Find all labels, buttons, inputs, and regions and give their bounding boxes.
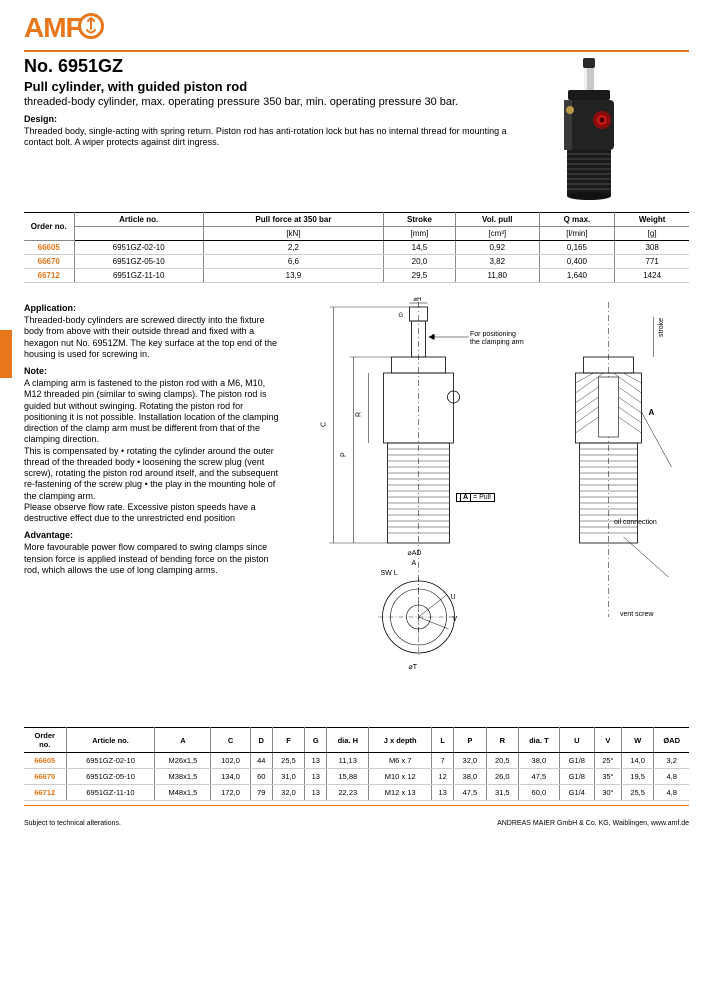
col-order: Order no. [24, 213, 74, 241]
table-row: 666056951GZ-02-10M26x1,5102,04425,51311,… [24, 753, 689, 769]
product-number: No. 6951GZ [24, 56, 519, 77]
product-subtitle: threaded-body cylinder, max. operating p… [24, 96, 519, 108]
brand-logo: AMF [24, 12, 689, 44]
dim-col: F [272, 728, 304, 753]
dim-col: V [594, 728, 621, 753]
footer-disclaimer: Subject to technical alterations. [24, 820, 121, 827]
table-row: 666706951GZ-05-106,620,03,820,400771 [24, 255, 689, 269]
stroke-axis-label: stroke [658, 318, 665, 337]
dim-col: dia. H [327, 728, 369, 753]
header-rule [24, 50, 689, 52]
col-weight: Weight [615, 213, 689, 227]
footer-rule [24, 805, 689, 806]
dim-col: C [211, 728, 250, 753]
svg-text:SW L: SW L [381, 570, 398, 577]
positioning-label: For positioning the clamping arm [470, 331, 524, 346]
product-image [529, 56, 649, 206]
dim-col: L [432, 728, 454, 753]
dim-col: U [559, 728, 594, 753]
table-row: 666056951GZ-02-102,214,50,920,165308 [24, 241, 689, 255]
table-row: 667126951GZ-11-1013,929,511,801,6401424 [24, 269, 689, 283]
svg-text:⌀H: ⌀H [414, 297, 422, 303]
dim-col: P [454, 728, 486, 753]
svg-text:R: R [356, 412, 363, 417]
svg-text:A: A [412, 560, 417, 567]
dim-col: Article no. [66, 728, 155, 753]
brand-emblem [78, 13, 104, 39]
col-article: Article no. [74, 213, 203, 227]
note-text: A clamping arm is fastened to the piston… [24, 378, 284, 524]
svg-text:A: A [649, 408, 655, 417]
application-label: Application: [24, 303, 284, 313]
svg-text:C: C [321, 422, 328, 427]
svg-text:⌀AD: ⌀AD [408, 550, 422, 557]
dim-col: ØAD [654, 728, 689, 753]
svg-text:V: V [453, 616, 458, 623]
oil-connection-label: oil connection [614, 519, 657, 527]
svg-text:G: G [399, 313, 404, 319]
col-qmax: Q max. [539, 213, 615, 227]
dim-col: R [486, 728, 518, 753]
dim-col: dia. T [519, 728, 560, 753]
pull-legend: AA = Pull= Pull [456, 493, 495, 502]
footer-brand: ANDREAS MAIER GmbH & Co. KG, Waiblingen,… [497, 820, 689, 827]
col-vol: Vol. pull [455, 213, 539, 227]
vent-screw-label: vent screw [620, 611, 653, 619]
design-label: Design: [24, 114, 519, 124]
dimensions-table: Order no.Article no.ACDFGdia. HJ x depth… [24, 727, 689, 801]
dim-col: G [305, 728, 327, 753]
product-title: Pull cylinder, with guided piston rod [24, 79, 519, 94]
side-tab [0, 330, 12, 378]
svg-text:P: P [341, 452, 348, 457]
dim-col: Order no. [24, 728, 66, 753]
svg-text:⌀T: ⌀T [409, 664, 418, 671]
note-label: Note: [24, 366, 284, 376]
design-text: Threaded body, single-acting with spring… [24, 126, 519, 149]
table-row: 666706951GZ-05-10M38x1,5134,06031,01315,… [24, 769, 689, 785]
svg-text:U: U [451, 594, 456, 601]
technical-drawing: C P R ⌀H G F [298, 297, 689, 717]
dim-col: A [155, 728, 211, 753]
brand-text: AMF [24, 12, 82, 44]
col-force: Pull force at 350 bar [203, 213, 383, 227]
spec-table: Order no. Article no. Pull force at 350 … [24, 212, 689, 283]
application-text: Threaded-body cylinders are screwed dire… [24, 315, 284, 360]
dim-col: J x depth [369, 728, 432, 753]
col-stroke: Stroke [384, 213, 456, 227]
dim-col: W [621, 728, 653, 753]
advantage-text: More favourable power flow compared to s… [24, 542, 284, 576]
table-row: 667126951GZ-11-10M48x1,5172,07932,01322,… [24, 785, 689, 801]
dim-col: D [250, 728, 272, 753]
advantage-label: Advantage: [24, 530, 284, 540]
